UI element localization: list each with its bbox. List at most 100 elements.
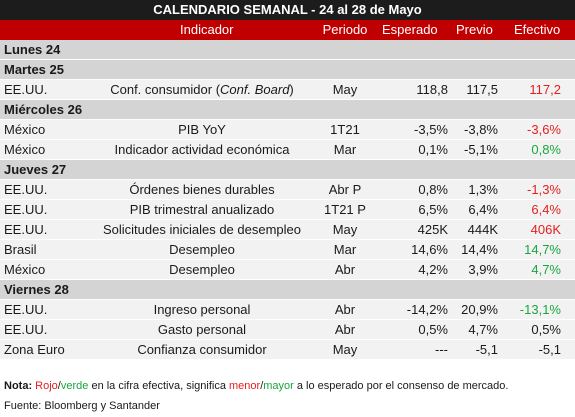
previous-cell: 1,3% bbox=[468, 182, 498, 197]
previous-cell: 117,5 bbox=[466, 82, 498, 97]
note-text2: a lo esperado por el consenso de mercado… bbox=[293, 380, 509, 392]
period-cell: May bbox=[332, 222, 358, 237]
day-header: Miércoles 26 bbox=[0, 100, 575, 120]
period-cell: 1T21 bbox=[330, 122, 360, 137]
country-cell: EE.UU. bbox=[4, 182, 48, 197]
previous-cell: -5,1% bbox=[464, 142, 498, 157]
expected-cell: 14,6% bbox=[411, 242, 448, 257]
header-previous: Previo bbox=[456, 22, 493, 37]
period-cell: 1T21 P bbox=[324, 202, 366, 217]
expected-cell: 118,8 bbox=[416, 82, 448, 97]
country-cell: México bbox=[4, 262, 46, 277]
calendar-title: CALENDARIO SEMANAL - 24 al 28 de Mayo bbox=[0, 0, 575, 20]
actual-cell: 4,7% bbox=[531, 262, 561, 277]
indicator-italic: Conf. Board bbox=[220, 82, 290, 97]
table-row: México PIB YoY 1T21 -3,5% -3,8% -3,6% bbox=[0, 120, 575, 140]
period-cell: Mar bbox=[333, 142, 357, 157]
expected-cell: 6,5% bbox=[418, 202, 448, 217]
country-cell: EE.UU. bbox=[4, 222, 48, 237]
previous-cell: 14,4% bbox=[461, 242, 498, 257]
indicator-cell: Conf. consumidor (Conf. Board) bbox=[92, 80, 312, 100]
indicator-cell: Solicitudes iniciales de desempleo bbox=[102, 222, 301, 237]
actual-cell: 14,7% bbox=[524, 242, 561, 257]
actual-cell: 6,4% bbox=[531, 202, 561, 217]
expected-cell: 4,2% bbox=[418, 262, 448, 277]
footer: Nota: Rojo/verde en la cifra efectiva, s… bbox=[4, 376, 571, 416]
period-cell: Abr bbox=[334, 302, 356, 317]
indicator-suffix: ) bbox=[289, 82, 294, 97]
note-red-word: Rojo bbox=[35, 380, 58, 392]
indicator-cell: Gasto personal bbox=[157, 322, 247, 337]
header-expected: Esperado bbox=[382, 22, 438, 37]
indicator-cell: Desempleo bbox=[169, 262, 235, 277]
country-cell: EE.UU. bbox=[4, 82, 48, 97]
country-cell: México bbox=[4, 122, 46, 137]
previous-cell: 6,4% bbox=[468, 202, 498, 217]
note-slash2: / bbox=[260, 380, 264, 392]
table-row: Zona Euro Confianza consumidor May --- -5,1 -… bbox=[0, 340, 575, 360]
note-menor: menor bbox=[229, 380, 261, 392]
actual-cell: 406K bbox=[530, 222, 561, 237]
previous-cell: 3,9% bbox=[468, 262, 498, 277]
source-line: Fuente: Bloomberg y Santander bbox=[4, 400, 160, 412]
country-cell: México bbox=[4, 142, 46, 157]
day-header: Viernes 28 bbox=[0, 280, 575, 300]
header-period: Periodo bbox=[322, 22, 368, 37]
table-row: Brasil Desempleo Mar 14,6% 14,4% 14,7% bbox=[0, 240, 575, 260]
table-row: EE.UU. Órdenes bienes durables Abr P 0,8% 1,… bbox=[0, 180, 575, 200]
note-label: Nota: bbox=[4, 380, 33, 392]
table-row: EE.UU. Ingreso personal Abr -14,2% 20,9% -13,… bbox=[0, 300, 575, 320]
actual-cell: -13,1% bbox=[519, 302, 561, 317]
indicator-cell: Órdenes bienes durables bbox=[129, 182, 275, 197]
period-cell: May bbox=[332, 342, 358, 357]
period-cell: Abr bbox=[334, 322, 356, 337]
indicator-cell: Ingreso personal bbox=[153, 302, 251, 317]
expected-cell: 0,5% bbox=[418, 322, 448, 337]
country-cell: EE.UU. bbox=[4, 322, 48, 337]
header-indicator: Indicador bbox=[180, 22, 234, 37]
previous-cell: -5,1 bbox=[475, 342, 498, 357]
previous-cell: -3,8% bbox=[464, 122, 498, 137]
period-cell: Mar bbox=[333, 242, 357, 257]
indicator-cell: Indicador actividad económica bbox=[114, 142, 290, 157]
note-green-word: verde bbox=[60, 380, 89, 392]
previous-cell: 444K bbox=[467, 222, 498, 237]
table-header: Indicador Periodo Esperado Previo Efecti… bbox=[0, 20, 575, 40]
expected-cell: -3,5% bbox=[414, 122, 448, 137]
day-header: Martes 25 bbox=[0, 60, 575, 80]
period-cell: Abr bbox=[334, 262, 356, 277]
actual-cell: -3,6% bbox=[527, 122, 561, 137]
expected-cell: 0,1% bbox=[418, 142, 448, 157]
calendar-table-body: Lunes 24 Martes 25 EE.UU. Conf. consumidor … bbox=[0, 40, 575, 360]
actual-cell: 0,8% bbox=[531, 142, 561, 157]
expected-cell: 0,8% bbox=[418, 182, 448, 197]
indicator-cell: Desempleo bbox=[169, 242, 235, 257]
note-mayor: mayor bbox=[263, 380, 294, 392]
table-row: México Desempleo Abr 4,2% 3,9% 4,7% bbox=[0, 260, 575, 280]
country-cell: EE.UU. bbox=[4, 202, 48, 217]
period-cell: Abr P bbox=[328, 182, 362, 197]
day-header: Jueves 27 bbox=[0, 160, 575, 180]
expected-cell: -14,2% bbox=[406, 302, 448, 317]
actual-cell: 0,5% bbox=[531, 322, 561, 337]
table-row: EE.UU. Solicitudes iniciales de desempleo… bbox=[0, 220, 575, 240]
country-cell: EE.UU. bbox=[4, 302, 48, 317]
period-cell: May bbox=[332, 82, 358, 97]
indicator-cell: Confianza consumidor bbox=[137, 342, 267, 357]
table-row: EE.UU. PIB trimestral anualizado 1T21 P 6,5… bbox=[0, 200, 575, 220]
day-header: Lunes 24 bbox=[0, 40, 575, 60]
previous-cell: 20,9% bbox=[461, 302, 498, 317]
previous-cell: 4,7% bbox=[468, 322, 498, 337]
actual-cell: -5,1 bbox=[538, 342, 561, 357]
indicator-prefix: Conf. consumidor ( bbox=[110, 82, 221, 97]
indicator-cell: PIB YoY bbox=[178, 122, 226, 137]
expected-cell: 425K bbox=[417, 222, 448, 237]
note-line: Nota: Rojo/verde en la cifra efectiva, s… bbox=[4, 376, 571, 396]
table-row: México Indicador actividad económica Mar 0,… bbox=[0, 140, 575, 160]
indicator-cell: PIB trimestral anualizado bbox=[129, 202, 275, 217]
table-row: EE.UU. Conf. consumidor (Conf. Board) May 1… bbox=[0, 80, 575, 100]
actual-cell: -1,3% bbox=[527, 182, 561, 197]
note-slash1: / bbox=[57, 380, 61, 392]
table-row: EE.UU. Gasto personal Abr 0,5% 4,7% 0,5% bbox=[0, 320, 575, 340]
country-cell: Brasil bbox=[4, 242, 37, 257]
